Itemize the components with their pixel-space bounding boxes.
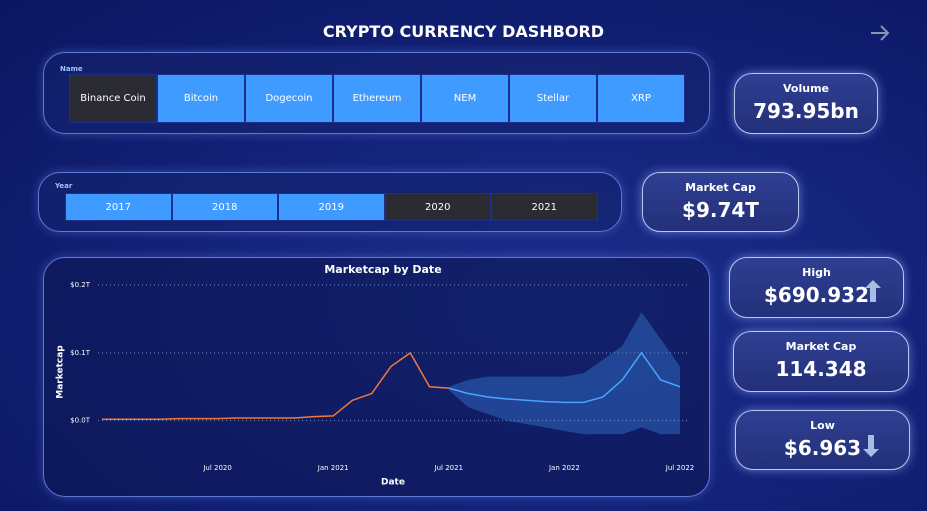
forecast-band	[448, 312, 680, 435]
y-tick-label: $0.1T	[70, 349, 91, 357]
slicer-button[interactable]: Stellar	[509, 74, 597, 123]
y-axis-label: Marketcap	[56, 345, 66, 399]
slicer-button[interactable]: NEM	[421, 74, 509, 123]
slicer-label: Name	[60, 65, 83, 73]
slicer-button[interactable]: Binance Coin	[69, 74, 157, 123]
kpi-label: Market Cap	[785, 340, 857, 353]
slicer-label: Year	[55, 182, 73, 190]
slicer-button[interactable]: Dogecoin	[245, 74, 333, 123]
slicer-button[interactable]: Bitcoin	[157, 74, 245, 123]
trend-arrow	[863, 435, 879, 457]
kpi-card: High $690.932	[729, 257, 904, 318]
x-tick-label: Jul 2022	[665, 464, 695, 472]
kpi-value: $690.932	[763, 283, 869, 307]
slicer-button[interactable]: 2019	[278, 193, 385, 221]
kpi-card: Market Cap 114.348	[733, 331, 909, 392]
name-slicer: Name Binance Coin Bitcoin Dogecoin Ethereum…	[43, 52, 710, 134]
next-page-arrow[interactable]	[868, 22, 892, 44]
y-tick-label: $0.0T	[70, 417, 91, 425]
slicer-button[interactable]: 2017	[65, 193, 172, 221]
kpi-label: Low	[810, 419, 835, 432]
slicer-button[interactable]: Ethereum	[333, 74, 421, 123]
kpi-label: Market Cap	[685, 181, 756, 194]
y-tick-label: $0.2T	[70, 281, 91, 289]
actual-line	[102, 351, 449, 421]
chart-panel	[43, 257, 710, 497]
x-tick-label: Jul 2021	[434, 464, 464, 472]
kpi-value: $6.963	[783, 436, 862, 460]
x-tick-label: Jan 2021	[317, 464, 349, 472]
x-tick-label: Jan 2022	[548, 464, 580, 472]
kpi-card: Low $6.963	[735, 410, 910, 470]
forecast-line	[448, 351, 681, 404]
kpi-label: High	[802, 266, 831, 279]
slicer-button[interactable]: 2018	[171, 193, 278, 221]
year-slicer: Year 2017 2018 2019 2020 2021	[38, 172, 622, 232]
slicer-button[interactable]: XRP	[597, 74, 685, 123]
x-tick-label: Jul 2020	[202, 464, 232, 472]
kpi-value: $9.74T	[682, 198, 759, 222]
kpi-card: Market Cap $9.74T	[642, 172, 799, 232]
kpi-value: 793.95bn	[753, 99, 859, 123]
x-axis-label: Date	[381, 478, 405, 488]
kpi-value: 114.348	[775, 357, 867, 381]
kpi-label: Volume	[783, 82, 829, 95]
dashboard-title: CRYPTO CURRENCY DASHBORD	[322, 22, 605, 41]
slicer-button[interactable]: 2021	[491, 193, 598, 221]
slicer-button[interactable]: 2020	[384, 193, 491, 221]
chart-title: Marketcap by Date	[324, 263, 441, 276]
kpi-card: Volume 793.95bn	[734, 73, 878, 134]
trend-arrow	[865, 280, 881, 302]
